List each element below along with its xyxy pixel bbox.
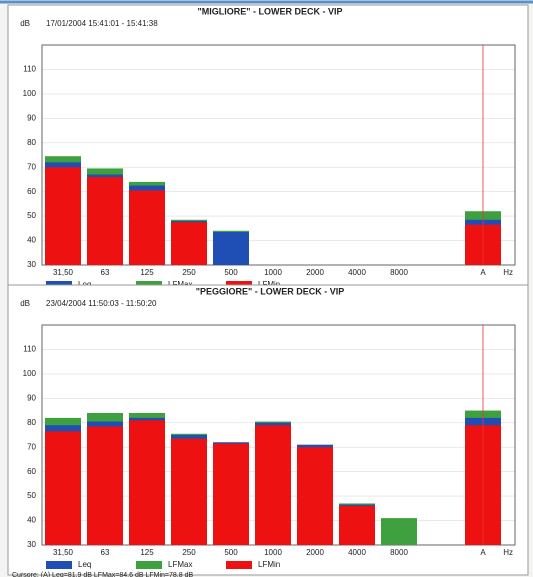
y-tick-label: 50: [27, 211, 36, 220]
chart-subtitle: 17/01/2004 15:41:01 - 15:41:38: [46, 19, 158, 28]
x-tick-label: 4000: [348, 268, 366, 277]
legend-swatch: [46, 561, 72, 569]
bar: [45, 431, 81, 545]
y-tick-label: 80: [27, 138, 36, 147]
x-tick-label: 500: [224, 268, 238, 277]
y-tick-label: 80: [27, 418, 36, 427]
bar: [213, 232, 249, 265]
y-tick-label: 30: [27, 540, 36, 549]
bar: [87, 177, 123, 265]
bar: [339, 505, 375, 545]
y-tick-label: 50: [27, 491, 36, 500]
y-axis-label: dB: [20, 299, 30, 308]
x-tick-label: 250: [182, 548, 196, 557]
chart-title: "PEGGIORE" - LOWER DECK - VIP: [196, 286, 345, 296]
x-tick-label: A: [480, 548, 486, 557]
x-tick-label: A: [480, 268, 486, 277]
bar: [381, 518, 417, 545]
x-tick-label: 250: [182, 268, 196, 277]
bar: [171, 222, 207, 265]
x-tick-label: 8000: [390, 268, 408, 277]
y-tick-label: 110: [23, 65, 36, 74]
legend-swatch: [136, 561, 162, 569]
chart-subtitle: 23/04/2004 11:50:03 - 11:50:20: [46, 299, 157, 308]
y-tick-label: 70: [27, 162, 36, 171]
x-tick-label: 4000: [348, 548, 366, 557]
bar: [129, 420, 165, 545]
chart-frame: [7, 4, 529, 296]
y-tick-label: 100: [23, 369, 37, 378]
annotation: Cursore: (A) Leq=81,9 dB LFMax=84,6 dB L…: [12, 572, 193, 577]
y-tick-label: 40: [27, 236, 36, 245]
x-tick-label: 1000: [264, 548, 282, 557]
bar: [213, 443, 249, 545]
x-tick-label: 31,50: [53, 548, 74, 557]
x-tick-label: 2000: [306, 548, 324, 557]
x-tick-label: 8000: [390, 548, 408, 557]
x-tick-label: 125: [140, 548, 154, 557]
bar: [129, 190, 165, 265]
x-tick-label: 63: [101, 548, 110, 557]
y-tick-label: 60: [27, 467, 36, 476]
x-axis-label: Hz: [503, 268, 513, 277]
chart-title: "MIGLIORE" - LOWER DECK - VIP: [197, 6, 342, 16]
y-tick-label: 90: [27, 113, 36, 122]
bar: [297, 447, 333, 545]
x-tick-label: 1000: [264, 268, 282, 277]
x-tick-label: 125: [140, 268, 154, 277]
legend-label: LFMax: [168, 560, 192, 569]
y-tick-label: 60: [27, 187, 36, 196]
bar: [87, 426, 123, 545]
bar: [45, 167, 81, 265]
x-tick-label: 500: [224, 548, 238, 557]
bar: [171, 438, 207, 545]
legend-swatch: [226, 561, 252, 569]
legend-label: LFMin: [258, 560, 280, 569]
y-tick-label: 100: [23, 89, 37, 98]
legend-label: Leq: [78, 560, 91, 569]
y-tick-label: 110: [23, 345, 36, 354]
x-tick-label: 63: [101, 268, 110, 277]
bar: [255, 425, 291, 545]
x-axis-label: Hz: [503, 548, 513, 557]
x-tick-label: 31,50: [53, 268, 74, 277]
y-axis-label: dB: [20, 19, 30, 28]
y-tick-label: 40: [27, 516, 36, 525]
y-tick-label: 70: [27, 442, 36, 451]
y-tick-label: 30: [27, 260, 36, 269]
x-tick-label: 2000: [306, 268, 324, 277]
plot-area: [41, 44, 516, 266]
y-tick-label: 90: [27, 393, 36, 402]
